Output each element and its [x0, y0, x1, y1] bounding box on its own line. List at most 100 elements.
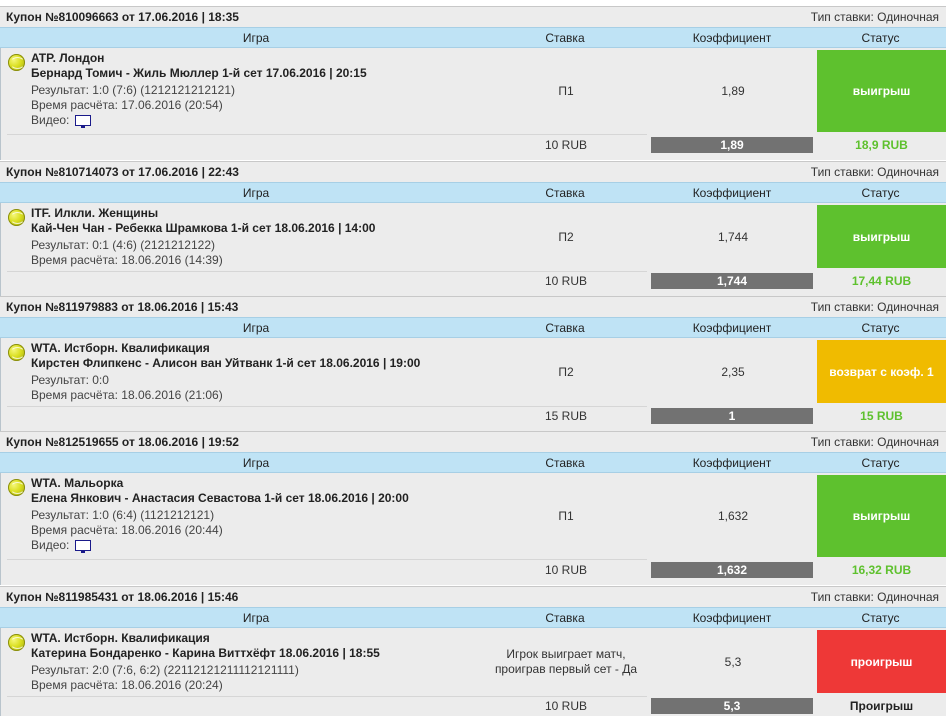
coef-value: 5,3 — [724, 655, 742, 669]
column-header-row: Игра Ставка Коэффициент Статус — [0, 182, 946, 203]
col-game: Игра — [242, 31, 270, 45]
league-name: WTA. Истборн. Квалификация — [31, 631, 210, 645]
status-badge: выигрыш — [817, 50, 946, 132]
col-status: Статус — [861, 186, 900, 200]
divider — [7, 406, 647, 407]
bet-selection: П2 — [558, 365, 574, 379]
coupon-body: ATP. Лондон Бернард Томич - Жиль Мюллер … — [0, 48, 946, 160]
bet-selection: П2 — [558, 230, 574, 244]
col-game: Игра — [242, 186, 270, 200]
result-text: Результат: 1:0 (6:4) (1121212121) — [31, 508, 215, 522]
bet-type: Тип ставки: Одиночная — [810, 165, 939, 179]
status-badge: проигрыш — [817, 630, 946, 693]
col-coef: Коэффициент — [692, 456, 772, 470]
tennis-ball-icon — [8, 344, 25, 361]
divider — [7, 134, 647, 135]
coef-value: 1,89 — [721, 84, 745, 98]
coupon-title: Купон №811985431 от 18.06.2016 | 15:46 — [6, 590, 239, 604]
coupon-4: Купон №812519655 от 18.06.2016 | 19:52 Т… — [0, 431, 946, 585]
bet-selection: П1 — [558, 509, 574, 523]
calc-time: Время расчёта: 18.06.2016 (21:06) — [31, 388, 223, 402]
stake-amount: 15 RUB — [544, 409, 588, 423]
coupon-body: ITF. Илкли. Женщины Кай-Чен Чан - Ребекк… — [0, 203, 946, 297]
result-text: Результат: 0:0 — [31, 373, 109, 387]
stake-amount: 10 RUB — [544, 563, 588, 577]
coupon-body: WTA. Истборн. Квалификация Катерина Бонд… — [0, 628, 946, 716]
bet-selection-line1: Игрок выиграет матч, — [506, 647, 626, 661]
status-text: выигрыш — [852, 509, 911, 523]
result-text: Результат: 2:0 (7:6, 6:2) (2211212121111… — [31, 663, 299, 677]
coupon-3: Купон №811979883 от 18.06.2016 | 15:43 Т… — [0, 296, 946, 432]
coupon-title: Купон №810714073 от 17.06.2016 | 22:43 — [6, 165, 239, 179]
total-coef: 1 — [651, 408, 813, 424]
total-coef: 1,744 — [651, 273, 813, 289]
calc-time: Время расчёта: 18.06.2016 (20:44) — [31, 523, 223, 537]
coupon-body: WTA. Истборн. Квалификация Кирстен Флипк… — [0, 338, 946, 432]
match-title: Катерина Бондаренко - Карина Виттхёфт 18… — [31, 646, 380, 660]
match-title: Кирстен Флипкенс - Алисон ван Уйтванк 1-… — [31, 356, 421, 370]
stake-amount: 10 RUB — [544, 138, 588, 152]
tennis-ball-icon — [8, 479, 25, 496]
calc-time: Время расчёта: 17.06.2016 (20:54) — [31, 98, 223, 112]
column-header-row: Игра Ставка Коэффициент Статус — [0, 452, 946, 473]
tennis-ball-icon — [8, 54, 25, 71]
video-row: Видео: — [31, 113, 92, 128]
calc-time: Время расчёта: 18.06.2016 (14:39) — [31, 253, 223, 267]
status-badge: выигрыш — [817, 205, 946, 268]
monitor-icon[interactable] — [75, 115, 92, 128]
payout: 16,32 RUB — [851, 563, 912, 577]
coef-value: 1,632 — [717, 509, 749, 523]
coupon-header: Купон №811979883 от 18.06.2016 | 15:43 Т… — [0, 296, 946, 317]
stake-amount: 10 RUB — [544, 274, 588, 288]
col-status: Статус — [861, 611, 900, 625]
status-text: выигрыш — [852, 84, 911, 98]
match-title: Бернард Томич - Жиль Мюллер 1-й сет 17.0… — [31, 66, 367, 80]
coupon-2: Купон №810714073 от 17.06.2016 | 22:43 Т… — [0, 161, 946, 297]
col-stake: Ставка — [545, 186, 585, 200]
divider — [7, 559, 647, 560]
result-text: Результат: 1:0 (7:6) (1212121212121) — [31, 83, 236, 97]
coupon-title: Купон №810096663 от 17.06.2016 | 18:35 — [6, 10, 239, 24]
total-coef: 5,3 — [651, 698, 813, 714]
league-name: WTA. Мальорка — [31, 476, 124, 490]
payout: 17,44 RUB — [851, 274, 912, 288]
col-coef: Коэффициент — [692, 31, 772, 45]
col-game: Игра — [242, 611, 270, 625]
coupon-body: WTA. Мальорка Елена Янкович - Анастасия … — [0, 473, 946, 585]
tennis-ball-icon — [8, 209, 25, 226]
col-game: Игра — [242, 321, 270, 335]
column-header-row: Игра Ставка Коэффициент Статус — [0, 317, 946, 338]
coupon-title: Купон №812519655 от 18.06.2016 | 19:52 — [6, 435, 239, 449]
bet-selection: П1 — [558, 84, 574, 98]
tennis-ball-icon — [8, 634, 25, 651]
coef-value: 1,744 — [717, 230, 749, 244]
coupon-title: Купон №811979883 от 18.06.2016 | 15:43 — [6, 300, 239, 314]
bet-type: Тип ставки: Одиночная — [810, 300, 939, 314]
col-stake: Ставка — [545, 31, 585, 45]
league-name: WTA. Истборн. Квалификация — [31, 341, 210, 355]
bet-type: Тип ставки: Одиночная — [810, 590, 939, 604]
col-coef: Коэффициент — [692, 321, 772, 335]
col-game: Игра — [242, 456, 270, 470]
bet-selection-line2: проиграв первый сет - Да — [494, 662, 638, 676]
payout: 18,9 RUB — [855, 138, 908, 152]
monitor-icon[interactable] — [75, 540, 92, 553]
col-coef: Коэффициент — [692, 186, 772, 200]
status-text: выигрыш — [852, 229, 911, 244]
total-coef: 1,632 — [651, 562, 813, 578]
payout: Проигрыш — [849, 699, 914, 713]
coupon-header: Купон №810096663 от 17.06.2016 | 18:35 Т… — [0, 6, 946, 27]
result-text: Результат: 0:1 (4:6) (2121212122) — [31, 238, 215, 252]
status-text: проигрыш — [850, 654, 913, 669]
coupon-header: Купон №811985431 от 18.06.2016 | 15:46 Т… — [0, 586, 946, 607]
col-status: Статус — [861, 321, 900, 335]
coef-value: 2,35 — [721, 365, 745, 379]
divider — [7, 271, 647, 272]
bet-type: Тип ставки: Одиночная — [810, 435, 939, 449]
status-badge: возврат с коэф. 1 — [817, 340, 946, 403]
col-status: Статус — [861, 31, 900, 45]
video-label: Видео: — [31, 538, 70, 552]
league-name: ATP. Лондон — [31, 51, 105, 65]
status-text: возврат с коэф. 1 — [829, 364, 934, 379]
coupon-header: Купон №810714073 от 17.06.2016 | 22:43 Т… — [0, 161, 946, 182]
